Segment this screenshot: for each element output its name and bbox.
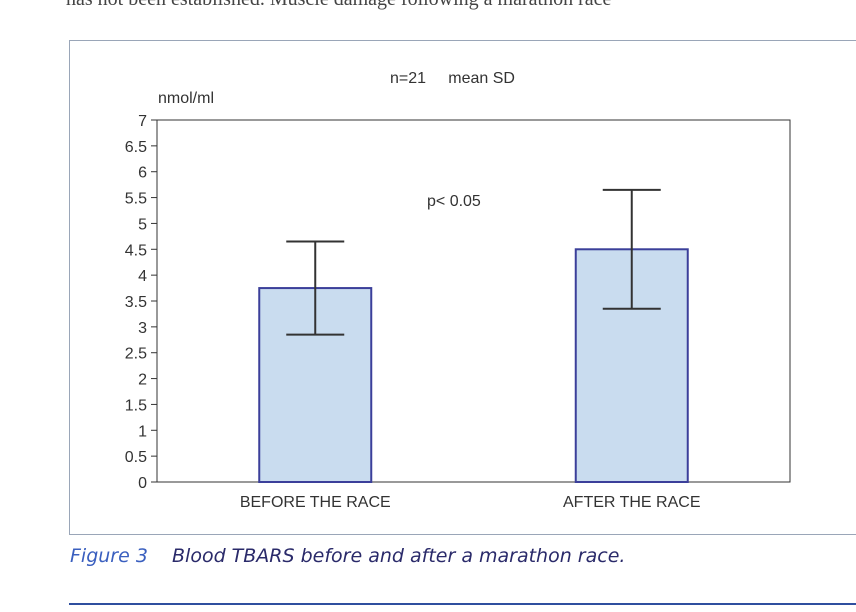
y-tick-label: 4 (138, 268, 147, 285)
bars (258, 188, 689, 484)
figure-caption: Figure 3 Blood TBARS before and after a … (70, 545, 625, 567)
y-tick-label: 2.5 (125, 346, 147, 363)
y-tick-label: 0 (138, 475, 147, 492)
y-tick-label: 4.5 (125, 242, 147, 259)
p-value-annotation: p< 0.05 (427, 193, 481, 210)
plot-area (156, 119, 791, 483)
y-tick-label: 3 (138, 320, 147, 337)
y-tick-label: 3.5 (125, 294, 147, 311)
preceding-body-text: has not been established. Muscle damage … (66, 0, 611, 11)
x-category-label: BEFORE THE RACE (240, 494, 391, 511)
y-tick-label: 1 (138, 423, 147, 440)
y-tick-label: 7 (138, 113, 147, 130)
x-axis-labels: BEFORE THE RACE AFTER THE RACE (240, 494, 701, 511)
figure-caption-text: Blood TBARS before and after a marathon … (172, 545, 626, 567)
y-tick-label: 1.5 (125, 397, 147, 414)
y-tick-label: 0.5 (125, 449, 147, 466)
figure-frame (69, 40, 856, 535)
y-tick-label: 2 (138, 372, 147, 389)
y-tick-label: 5.5 (125, 191, 147, 208)
figure-label: Figure 3 (70, 545, 148, 567)
chart-annotation-n: n=21 mean SD (390, 70, 515, 87)
x-category-label: AFTER THE RACE (563, 494, 701, 511)
y-axis-ticks: 0 0.5 1 1.5 2 2.5 3 3.5 4 4.5 5 5.5 6 6.5 7 (125, 113, 157, 492)
bottom-rule (69, 603, 856, 605)
y-axis-unit-label: nmol/ml (158, 90, 214, 107)
y-tick-label: 6.5 (125, 139, 147, 156)
y-tick-label: 6 (138, 165, 147, 182)
y-tick-label: 5 (138, 216, 147, 233)
